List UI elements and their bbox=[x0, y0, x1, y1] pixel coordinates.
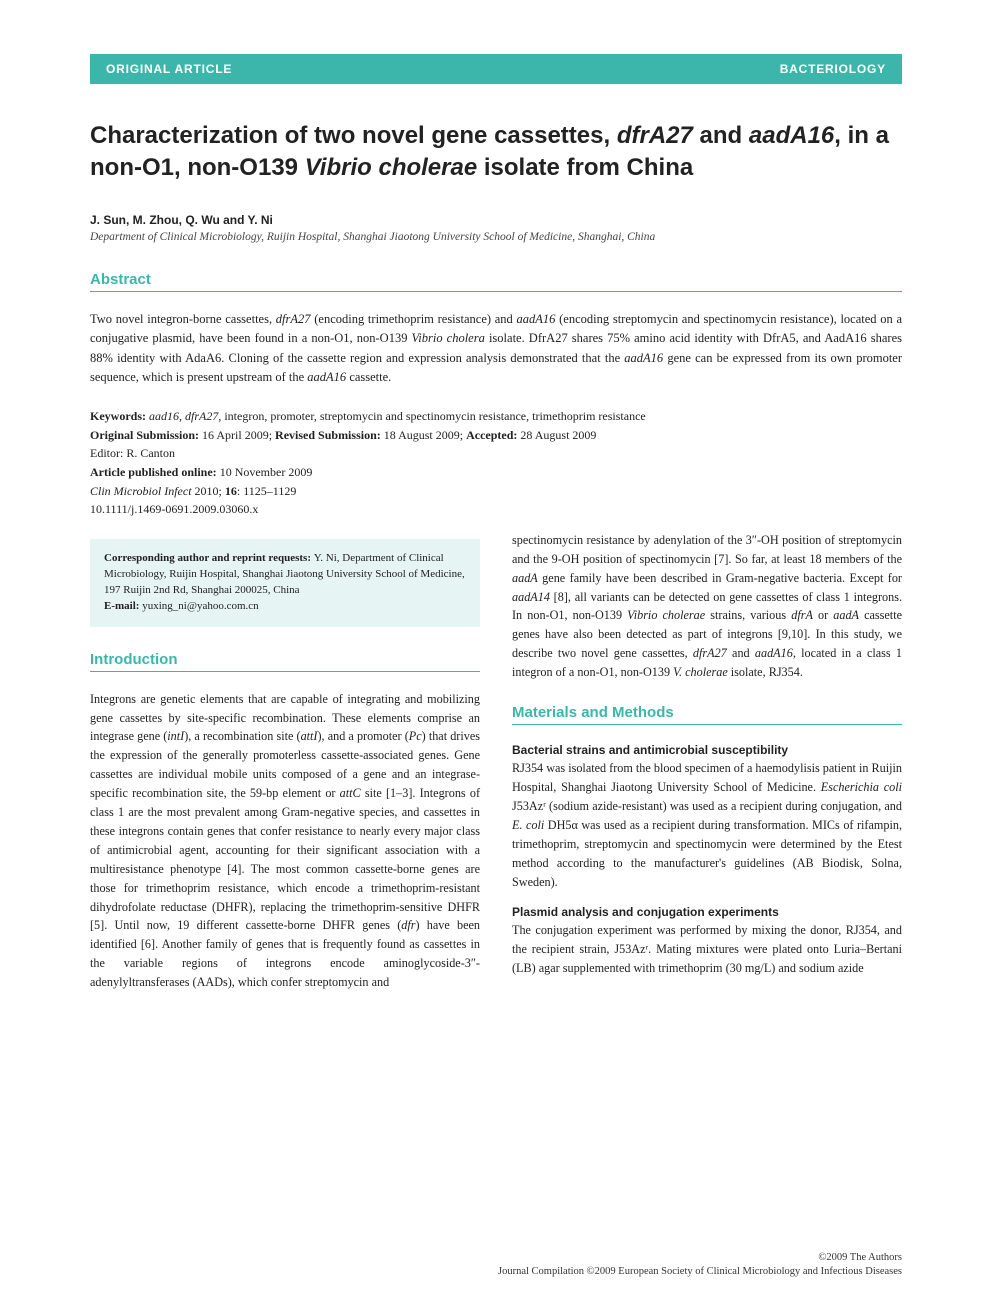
rev-sub-date: 18 August 2009; bbox=[384, 428, 466, 442]
intro2-italic: V. cholerae bbox=[673, 665, 728, 679]
keyword-italic: dfrA27 bbox=[185, 409, 218, 423]
materials-methods-heading: Materials and Methods bbox=[512, 704, 902, 725]
keywords-line: Keywords: aad16, dfrA27, integron, promo… bbox=[90, 407, 902, 426]
submission-dates: Original Submission: 16 April 2009; Revi… bbox=[90, 426, 902, 445]
banner-right: BACTERIOLOGY bbox=[780, 62, 886, 76]
corr-label: Corresponding author and reprint request… bbox=[104, 552, 314, 564]
acc-label: Accepted: bbox=[466, 428, 520, 442]
mm-sub1-text: RJ354 was isolated from the blood specim… bbox=[512, 759, 902, 891]
intro2-span: or bbox=[813, 608, 833, 622]
pub-online-date: 10 November 2009 bbox=[220, 465, 313, 479]
introduction-text-col2: spectinomycin resistance by adenylation … bbox=[512, 531, 902, 682]
intro2-span: strains, various bbox=[705, 608, 791, 622]
mm-subhead-1: Bacterial strains and antimicrobial susc… bbox=[512, 743, 902, 757]
keyword-italic: aad16 bbox=[149, 409, 179, 423]
intro-span: site [1–3]. Integrons of class 1 are the… bbox=[90, 786, 480, 932]
article-title: Characterization of two novel gene casse… bbox=[90, 120, 902, 185]
keywords-label: Keywords: bbox=[90, 409, 149, 423]
intro2-italic: aadA16 bbox=[755, 646, 793, 660]
intro2-italic: aadA14 bbox=[512, 590, 550, 604]
intro2-italic: Vibrio cholerae bbox=[627, 608, 705, 622]
abstract-span: (encoding trimethoprim resistance) and bbox=[311, 312, 517, 326]
title-text: Characterization of two novel gene casse… bbox=[90, 122, 617, 149]
title-text: isolate from China bbox=[477, 154, 693, 181]
citation-line: Clin Microbiol Infect 2010; 16: 1125–112… bbox=[90, 482, 902, 501]
abstract-italic: aadA16 bbox=[624, 351, 663, 365]
pub-online-line: Article published online: 10 November 20… bbox=[90, 463, 902, 482]
corresponding-author-box: Corresponding author and reprint request… bbox=[90, 539, 480, 627]
intro-span: ), and a promoter ( bbox=[318, 729, 409, 743]
abstract-italic: Vibrio cholera bbox=[412, 331, 485, 345]
title-gene-2: aadA16 bbox=[749, 122, 834, 149]
intro2-italic: dfrA27 bbox=[693, 646, 727, 660]
journal-pages: : 1125–1129 bbox=[237, 484, 296, 498]
intro-italic: Pc bbox=[409, 729, 422, 743]
intro-italic: dfr bbox=[401, 918, 415, 932]
intro2-span: gene family have been described in Gram-… bbox=[538, 571, 902, 585]
orig-sub-label: Original Submission: bbox=[90, 428, 202, 442]
two-column-body: Corresponding author and reprint request… bbox=[90, 531, 902, 992]
title-gene-1: dfrA27 bbox=[617, 122, 693, 149]
footer-line-1: ©2009 The Authors bbox=[498, 1251, 902, 1266]
corr-email: yuxing_ni@yahoo.com.cn bbox=[142, 600, 258, 612]
journal-name: Clin Microbiol Infect bbox=[90, 484, 192, 498]
intro2-italic: dfrA bbox=[791, 608, 813, 622]
abstract-text: Two novel integron-borne cassettes, dfrA… bbox=[90, 310, 902, 388]
mm1-span: J53Azʳ (sodium azide-resistant) was used… bbox=[512, 799, 902, 813]
banner-left: ORIGINAL ARTICLE bbox=[106, 62, 232, 76]
introduction-text-col1: Integrons are genetic elements that are … bbox=[90, 690, 480, 993]
intro2-span: isolate, RJ354. bbox=[728, 665, 803, 679]
intro-italic: intI bbox=[167, 729, 184, 743]
journal-year: 2010; bbox=[192, 484, 225, 498]
journal-volume: 16 bbox=[225, 484, 237, 498]
title-organism: Vibrio cholerae bbox=[305, 154, 478, 181]
abstract-italic: dfrA27 bbox=[276, 312, 311, 326]
mm2-span: The conjugation experiment was performed… bbox=[512, 923, 902, 975]
abstract-italic: aadA16 bbox=[307, 370, 346, 384]
intro-italic: attI bbox=[301, 729, 318, 743]
pub-online-label: Article published online: bbox=[90, 465, 220, 479]
mm1-span: DH5α was used as a recipient during tran… bbox=[512, 818, 902, 889]
page-footer: ©2009 The Authors Journal Compilation ©2… bbox=[498, 1251, 902, 1280]
introduction-heading: Introduction bbox=[90, 651, 480, 672]
article-metadata: Keywords: aad16, dfrA27, integron, promo… bbox=[90, 407, 902, 519]
intro-span: ), a recombination site ( bbox=[184, 729, 300, 743]
mm1-italic: Escherichia coli bbox=[821, 780, 902, 794]
mm1-italic: E. coli bbox=[512, 818, 544, 832]
editor-line: Editor: R. Canton bbox=[90, 444, 902, 463]
article-type-banner: ORIGINAL ARTICLE BACTERIOLOGY bbox=[90, 54, 902, 84]
abstract-italic: aadA16 bbox=[517, 312, 556, 326]
left-column: Corresponding author and reprint request… bbox=[90, 531, 480, 992]
page-container: ORIGINAL ARTICLE BACTERIOLOGY Characteri… bbox=[0, 0, 992, 1032]
orig-sub-date: 16 April 2009; bbox=[202, 428, 275, 442]
abstract-span: cassette. bbox=[346, 370, 391, 384]
intro-italic: attC bbox=[340, 786, 361, 800]
intro2-span: spectinomycin resistance by adenylation … bbox=[512, 533, 902, 566]
acc-date: 28 August 2009 bbox=[520, 428, 596, 442]
title-text: and bbox=[693, 122, 749, 149]
intro2-italic: aadA bbox=[833, 608, 859, 622]
footer-line-2: Journal Compilation ©2009 European Socie… bbox=[498, 1265, 902, 1280]
abstract-span: Two novel integron-borne cassettes, bbox=[90, 312, 276, 326]
rev-sub-label: Revised Submission: bbox=[275, 428, 384, 442]
intro2-span: and bbox=[727, 646, 755, 660]
keywords-rest: , integron, promoter, streptomycin and s… bbox=[218, 409, 645, 423]
affiliation: Department of Clinical Microbiology, Rui… bbox=[90, 231, 902, 243]
mm-subhead-2: Plasmid analysis and conjugation experim… bbox=[512, 905, 902, 919]
right-column: spectinomycin resistance by adenylation … bbox=[512, 531, 902, 992]
abstract-heading: Abstract bbox=[90, 271, 902, 292]
mm-sub2-text: The conjugation experiment was performed… bbox=[512, 921, 902, 978]
corr-email-label: E-mail: bbox=[104, 600, 142, 612]
doi-line: 10.1111/j.1469-0691.2009.03060.x bbox=[90, 500, 902, 519]
intro2-italic: aadA bbox=[512, 571, 538, 585]
authors: J. Sun, M. Zhou, Q. Wu and Y. Ni bbox=[90, 213, 902, 227]
